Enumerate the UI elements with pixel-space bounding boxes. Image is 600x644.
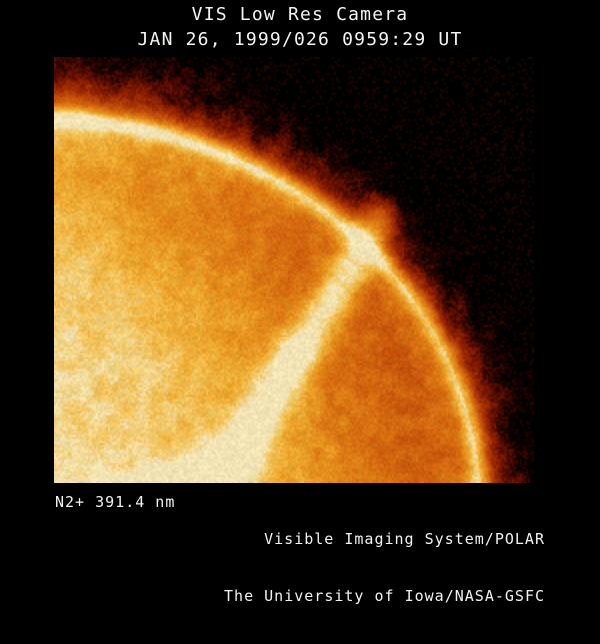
image-grain-layer bbox=[54, 57, 534, 483]
timestamp-label: JAN 26, 1999/026 0959:29 UT bbox=[137, 29, 463, 50]
auroral-image bbox=[54, 57, 534, 483]
credit-block: Visible Imaging System/POLAR The Univers… bbox=[224, 492, 545, 644]
page-title: VIS Low Res Camera bbox=[191, 4, 409, 25]
credit-line-institution: The University of Iowa/NASA-GSFC bbox=[224, 587, 545, 605]
vis-camera-image-viewer: VIS Low Res Camera JAN 26, 1999/026 0959… bbox=[54, 4, 545, 605]
emission-species-label: N2+ 391.4 nm bbox=[55, 493, 176, 511]
credit-line-instrument: Visible Imaging System/POLAR bbox=[264, 530, 545, 548]
